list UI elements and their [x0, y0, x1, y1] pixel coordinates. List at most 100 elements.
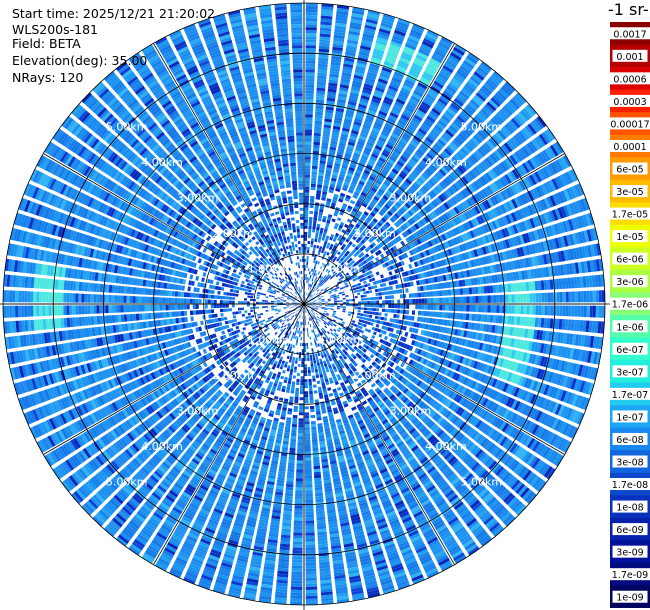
- range-gate: [329, 70, 340, 75]
- range-gate: [348, 186, 355, 191]
- range-gate: [317, 251, 321, 256]
- range-gate: [347, 141, 356, 147]
- range-gate: [312, 223, 317, 227]
- range-gate: [385, 300, 389, 304]
- range-gate: [374, 42, 387, 49]
- range-gate: [420, 292, 425, 298]
- range-gate: [362, 86, 373, 92]
- range-gate: [335, 13, 348, 19]
- range-gate: [306, 258, 309, 263]
- range-gate: [315, 304, 320, 306]
- range-gate: [323, 231, 327, 236]
- range-gate: [305, 102, 314, 106]
- range-gate: [316, 223, 321, 228]
- range-gate: [388, 299, 392, 304]
- range-gate: [321, 221, 326, 226]
- range-gate: [367, 304, 371, 308]
- range-gate: [306, 295, 309, 299]
- range-gate: [402, 48, 414, 56]
- range-gate: [330, 307, 334, 309]
- range-gate: [385, 93, 395, 100]
- range-gate: [360, 298, 365, 301]
- range-gate: [309, 265, 312, 269]
- range-gate: [426, 311, 431, 317]
- range-gate: [321, 194, 327, 198]
- range-gate: [361, 92, 371, 98]
- range-gate: [398, 60, 410, 67]
- range-gate: [335, 110, 344, 116]
- range-gate: [370, 101, 380, 107]
- range-gate: [308, 228, 312, 233]
- range-gate: [371, 315, 376, 319]
- range-gate: [319, 42, 330, 47]
- range-gate: [339, 211, 344, 216]
- range-gate: [499, 305, 503, 314]
- range-gate: [337, 214, 343, 219]
- range-gate: [338, 90, 348, 95]
- range-gate: [344, 290, 348, 293]
- range-gate: [317, 178, 324, 182]
- range-gate: [328, 76, 339, 81]
- range-gate: [314, 205, 319, 209]
- range-gate: [463, 296, 467, 304]
- range-gate: [345, 306, 350, 309]
- range-gate: [408, 34, 420, 43]
- range-gate: [327, 85, 338, 90]
- range-gate: [393, 309, 398, 314]
- range-gate: [478, 295, 482, 303]
- range-gate: [322, 188, 328, 192]
- range-gate: [371, 54, 383, 61]
- range-gate: [327, 298, 331, 301]
- range-gate: [380, 69, 392, 76]
- range-gate: [592, 290, 596, 303]
- range-gate: [310, 183, 316, 188]
- range-gate: [357, 295, 361, 299]
- range-gate: [339, 87, 349, 92]
- range-gate: [460, 296, 464, 304]
- range-gate: [323, 185, 329, 190]
- range-gate: [317, 220, 322, 225]
- range-gate: [330, 180, 336, 185]
- range-gate: [315, 105, 324, 110]
- range-gate: [348, 299, 353, 302]
- range-gate: [313, 135, 321, 140]
- range-gate: [308, 259, 311, 263]
- range-gate: [333, 225, 338, 230]
- range-gate: [417, 316, 421, 322]
- range-gate: [345, 194, 352, 200]
- range-gate: [322, 130, 331, 135]
- range-gate: [357, 307, 362, 310]
- range-gate: [562, 291, 566, 303]
- range-gate: [391, 38, 403, 45]
- range-gate: [305, 57, 316, 61]
- range-gate: [304, 204, 309, 208]
- range-gate: [335, 293, 339, 296]
- range-gate: [310, 186, 316, 191]
- range-gate: [355, 65, 366, 72]
- range-gate: [327, 214, 333, 218]
- range-gate: [327, 306, 331, 309]
- range-gate: [332, 215, 337, 220]
- range-gate: [489, 314, 494, 323]
- range-gate: [547, 305, 551, 316]
- range-gate: [508, 305, 512, 314]
- range-gate: [365, 287, 369, 291]
- range-gate: [377, 78, 388, 85]
- range-gate: [362, 152, 370, 158]
- range-gate: [517, 293, 521, 303]
- range-gate: [305, 15, 318, 19]
- range-gate: [380, 22, 393, 29]
- range-gate: [311, 281, 314, 285]
- range-gate: [304, 285, 306, 290]
- range-gate: [305, 129, 313, 133]
- range-gate: [387, 88, 397, 95]
- range-gate: [361, 39, 373, 45]
- range-gate: [385, 55, 397, 62]
- range-gate: [371, 98, 381, 105]
- range-gate: [321, 262, 325, 267]
- range-gate: [320, 227, 324, 232]
- range-gate: [328, 239, 332, 244]
- range-gate: [312, 269, 315, 273]
- range-gate: [316, 190, 322, 194]
- range-gate: [379, 304, 383, 308]
